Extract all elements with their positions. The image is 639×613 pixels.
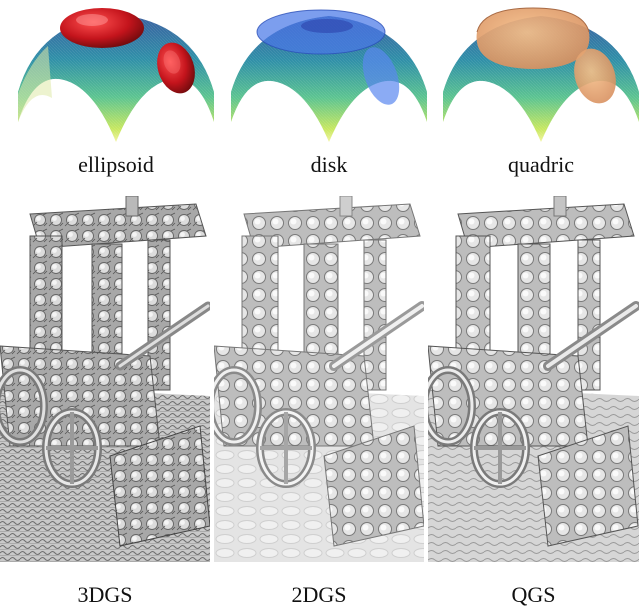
render-3dgs	[0, 196, 210, 562]
label-ellipsoid: ellipsoid	[78, 152, 154, 177]
render-qgs	[428, 196, 639, 562]
render-2dgs	[214, 196, 424, 562]
label-3dgs: 3DGS	[77, 582, 133, 607]
primitive-panel-quadric	[443, 2, 639, 142]
primitive-panel-ellipsoid	[18, 2, 214, 142]
label-disk: disk	[310, 152, 348, 177]
primitive-panel-disk	[231, 2, 427, 142]
label-qgs: QGS	[511, 582, 556, 607]
label-quadric: quadric	[508, 152, 574, 177]
label-2dgs: 2DGS	[291, 582, 347, 607]
